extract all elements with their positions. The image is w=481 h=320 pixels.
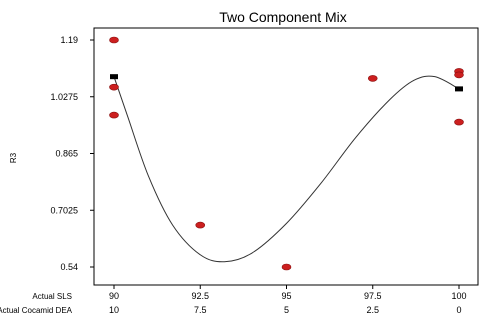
x-tick-label: 10 [109,305,119,315]
y-tick-label: 0.7025 [50,205,78,215]
chart-title: Two Component Mix [219,9,347,25]
x-tick-label: 95 [281,291,291,301]
design-point-marker [110,74,118,80]
x-row-label: Actual SLS [32,292,72,301]
y-tick-label: 1.0275 [50,92,78,102]
data-point [109,83,119,91]
data-points-layer [109,36,464,271]
x-tick-label: 7.5 [194,305,207,315]
x-tick-label: 92.5 [191,291,209,301]
y-tick-label: 0.54 [60,262,78,272]
y-tick-label: 1.19 [60,35,78,45]
design-point-marker [455,86,463,92]
x-tick-label: 100 [451,291,466,301]
plot-frame [93,27,479,286]
x-tick-label: 0 [456,305,461,315]
data-point [195,221,206,229]
y-tick-label: 0.865 [55,149,78,159]
y-axis: 1.19 1.0275 0.865 0.7025 0.54 [50,35,94,272]
data-point [367,75,378,82]
data-point [109,36,119,44]
x-tick-label: 97.5 [364,291,382,301]
fitted-curve [113,75,460,263]
y-axis-label: R3 [9,152,18,163]
x-row-label: Actual Cocamid DEA [0,306,73,315]
fitted-curve-layer [113,75,460,263]
data-point [109,111,119,119]
data-point [454,71,464,79]
data-point [281,263,292,271]
plot-border [93,27,479,286]
x-tick-label: 2.5 [366,305,379,315]
x-tick-label: 5 [284,305,289,315]
x-tick-label: 90 [109,291,119,301]
data-point [454,118,464,126]
design-markers-layer [110,74,463,92]
